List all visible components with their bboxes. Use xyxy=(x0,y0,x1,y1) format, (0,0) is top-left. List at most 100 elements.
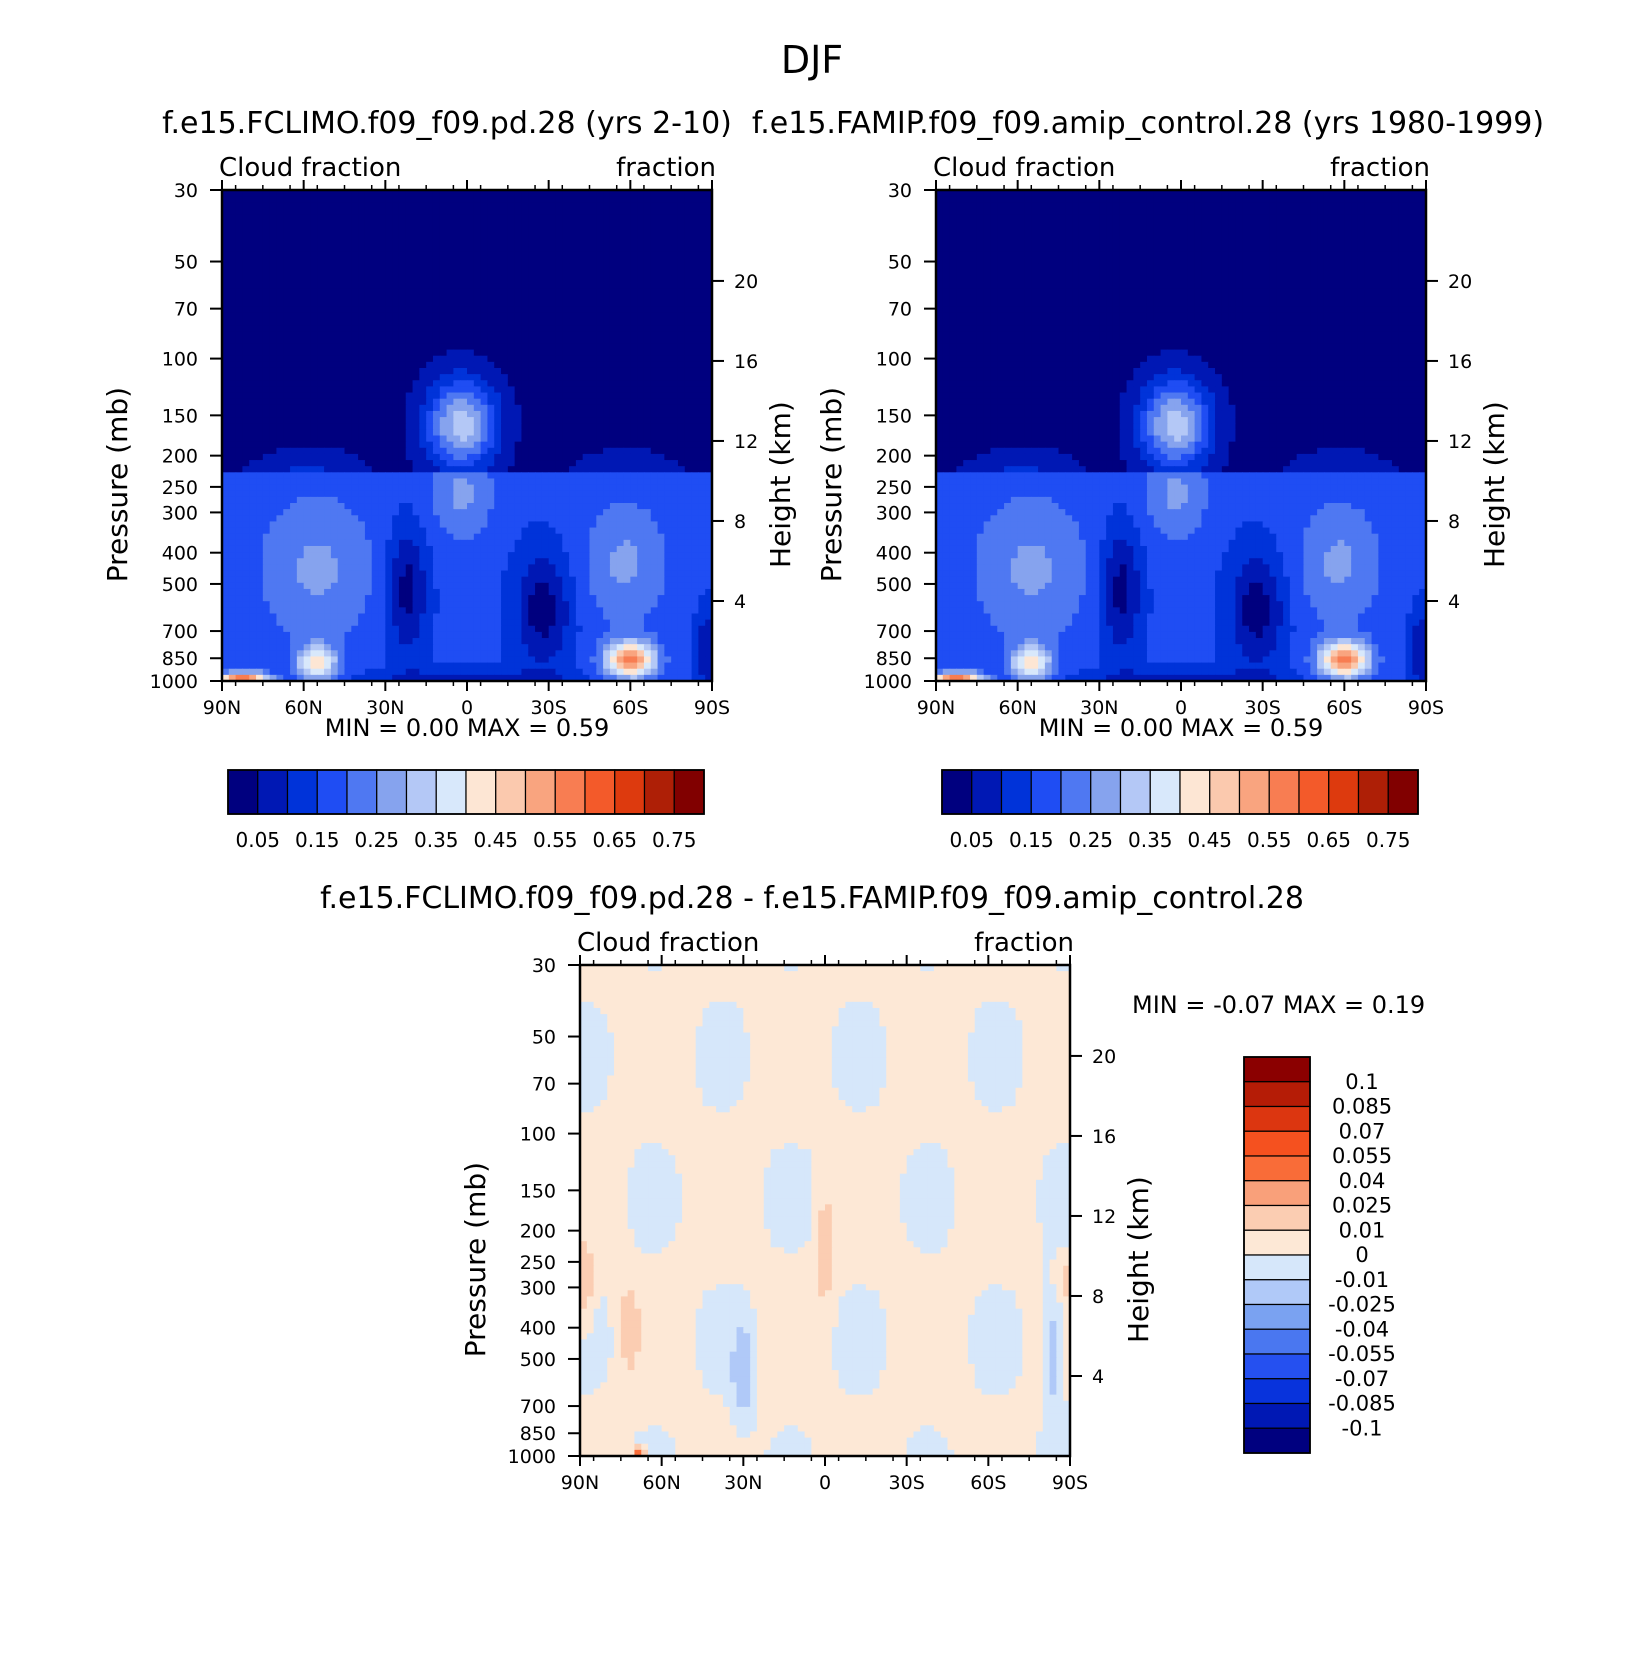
field-cell xyxy=(371,398,380,406)
field-cell xyxy=(235,226,244,234)
field-cell xyxy=(426,275,434,283)
field-cell xyxy=(548,417,557,424)
field-cell xyxy=(555,251,563,259)
field-cell xyxy=(521,361,529,369)
field-cell xyxy=(705,429,713,437)
field-cell xyxy=(582,361,591,369)
field-cell xyxy=(405,245,414,252)
field-cell xyxy=(541,325,550,332)
field-cell xyxy=(698,300,706,308)
field-cell xyxy=(303,588,312,596)
field-cell xyxy=(269,417,278,424)
field-cell xyxy=(269,527,278,535)
field-cell xyxy=(392,435,400,443)
field-cell xyxy=(392,214,400,222)
field-cell xyxy=(521,478,529,486)
field-cell xyxy=(643,300,652,308)
field-cell xyxy=(324,300,332,308)
field-cell xyxy=(310,196,318,203)
field-cell xyxy=(691,312,699,320)
field-cell xyxy=(392,263,400,271)
field-cell xyxy=(671,515,679,523)
field-cell xyxy=(487,245,495,252)
field-cell xyxy=(398,490,407,498)
field-cell xyxy=(535,527,543,535)
field-cell xyxy=(691,355,699,363)
field-cell xyxy=(446,417,454,424)
field-cell xyxy=(358,466,366,473)
field-cell xyxy=(569,312,577,320)
field-cell xyxy=(630,515,638,523)
field-cell xyxy=(283,374,291,381)
field-cell xyxy=(262,337,271,345)
field-cell xyxy=(228,263,237,271)
field-cell xyxy=(575,294,584,302)
field-cell xyxy=(405,472,414,480)
field-cell xyxy=(657,484,665,492)
field-cell xyxy=(344,539,352,547)
field-cell xyxy=(596,564,604,572)
field-cell xyxy=(290,539,298,547)
field-cell xyxy=(262,533,271,541)
field-cell xyxy=(575,349,584,357)
field-cell xyxy=(514,355,523,363)
field-cell xyxy=(290,435,298,443)
field-cell xyxy=(364,558,373,565)
field-cell xyxy=(569,607,577,615)
field-cell xyxy=(453,460,461,467)
field-cell xyxy=(528,533,536,541)
field-cell xyxy=(657,417,665,424)
field-cell xyxy=(616,251,625,259)
field-cell xyxy=(603,306,611,314)
field-cell xyxy=(358,552,366,559)
field-cell xyxy=(698,552,706,559)
field-cell xyxy=(705,595,713,602)
field-cell xyxy=(262,570,271,578)
field-cell xyxy=(548,208,557,216)
field-cell xyxy=(242,466,250,473)
field-cell xyxy=(671,595,679,602)
field-cell xyxy=(643,466,652,473)
field-cell xyxy=(487,325,495,332)
field-cell xyxy=(276,318,284,326)
field-cell xyxy=(296,509,305,516)
field-cell xyxy=(337,601,346,608)
field-cell xyxy=(677,490,686,498)
field-cell xyxy=(643,226,652,234)
field-cell xyxy=(378,588,386,596)
field-cell xyxy=(630,429,638,437)
field-cell xyxy=(296,613,305,621)
field-cell xyxy=(439,361,448,369)
field-cell xyxy=(351,380,359,387)
field-cell xyxy=(589,588,597,596)
field-cell xyxy=(494,466,502,473)
field-cell xyxy=(222,466,230,473)
field-cell xyxy=(589,226,597,234)
field-cell xyxy=(698,595,706,602)
field-cell xyxy=(494,472,502,480)
field-cell xyxy=(358,429,366,437)
field-cell xyxy=(460,263,468,271)
field-cell xyxy=(419,527,427,535)
field-cell xyxy=(609,282,618,289)
field-cell xyxy=(705,232,713,240)
field-cell xyxy=(337,466,346,473)
field-cell xyxy=(446,275,454,283)
field-cell xyxy=(494,478,502,486)
field-cell xyxy=(242,220,250,228)
field-cell xyxy=(562,282,570,289)
field-cell xyxy=(528,263,536,271)
field-cell xyxy=(249,423,257,430)
field-cell xyxy=(657,533,665,541)
field-cell xyxy=(582,472,591,480)
field-cell xyxy=(276,331,284,338)
field-cell xyxy=(473,232,482,240)
field-cell xyxy=(256,410,264,418)
field-cell xyxy=(623,607,631,615)
field-cell xyxy=(541,484,550,492)
field-cell xyxy=(222,453,230,461)
field-cell xyxy=(392,232,400,240)
field-cell xyxy=(269,343,278,351)
field-cell xyxy=(603,460,611,467)
field-cell xyxy=(242,552,250,559)
